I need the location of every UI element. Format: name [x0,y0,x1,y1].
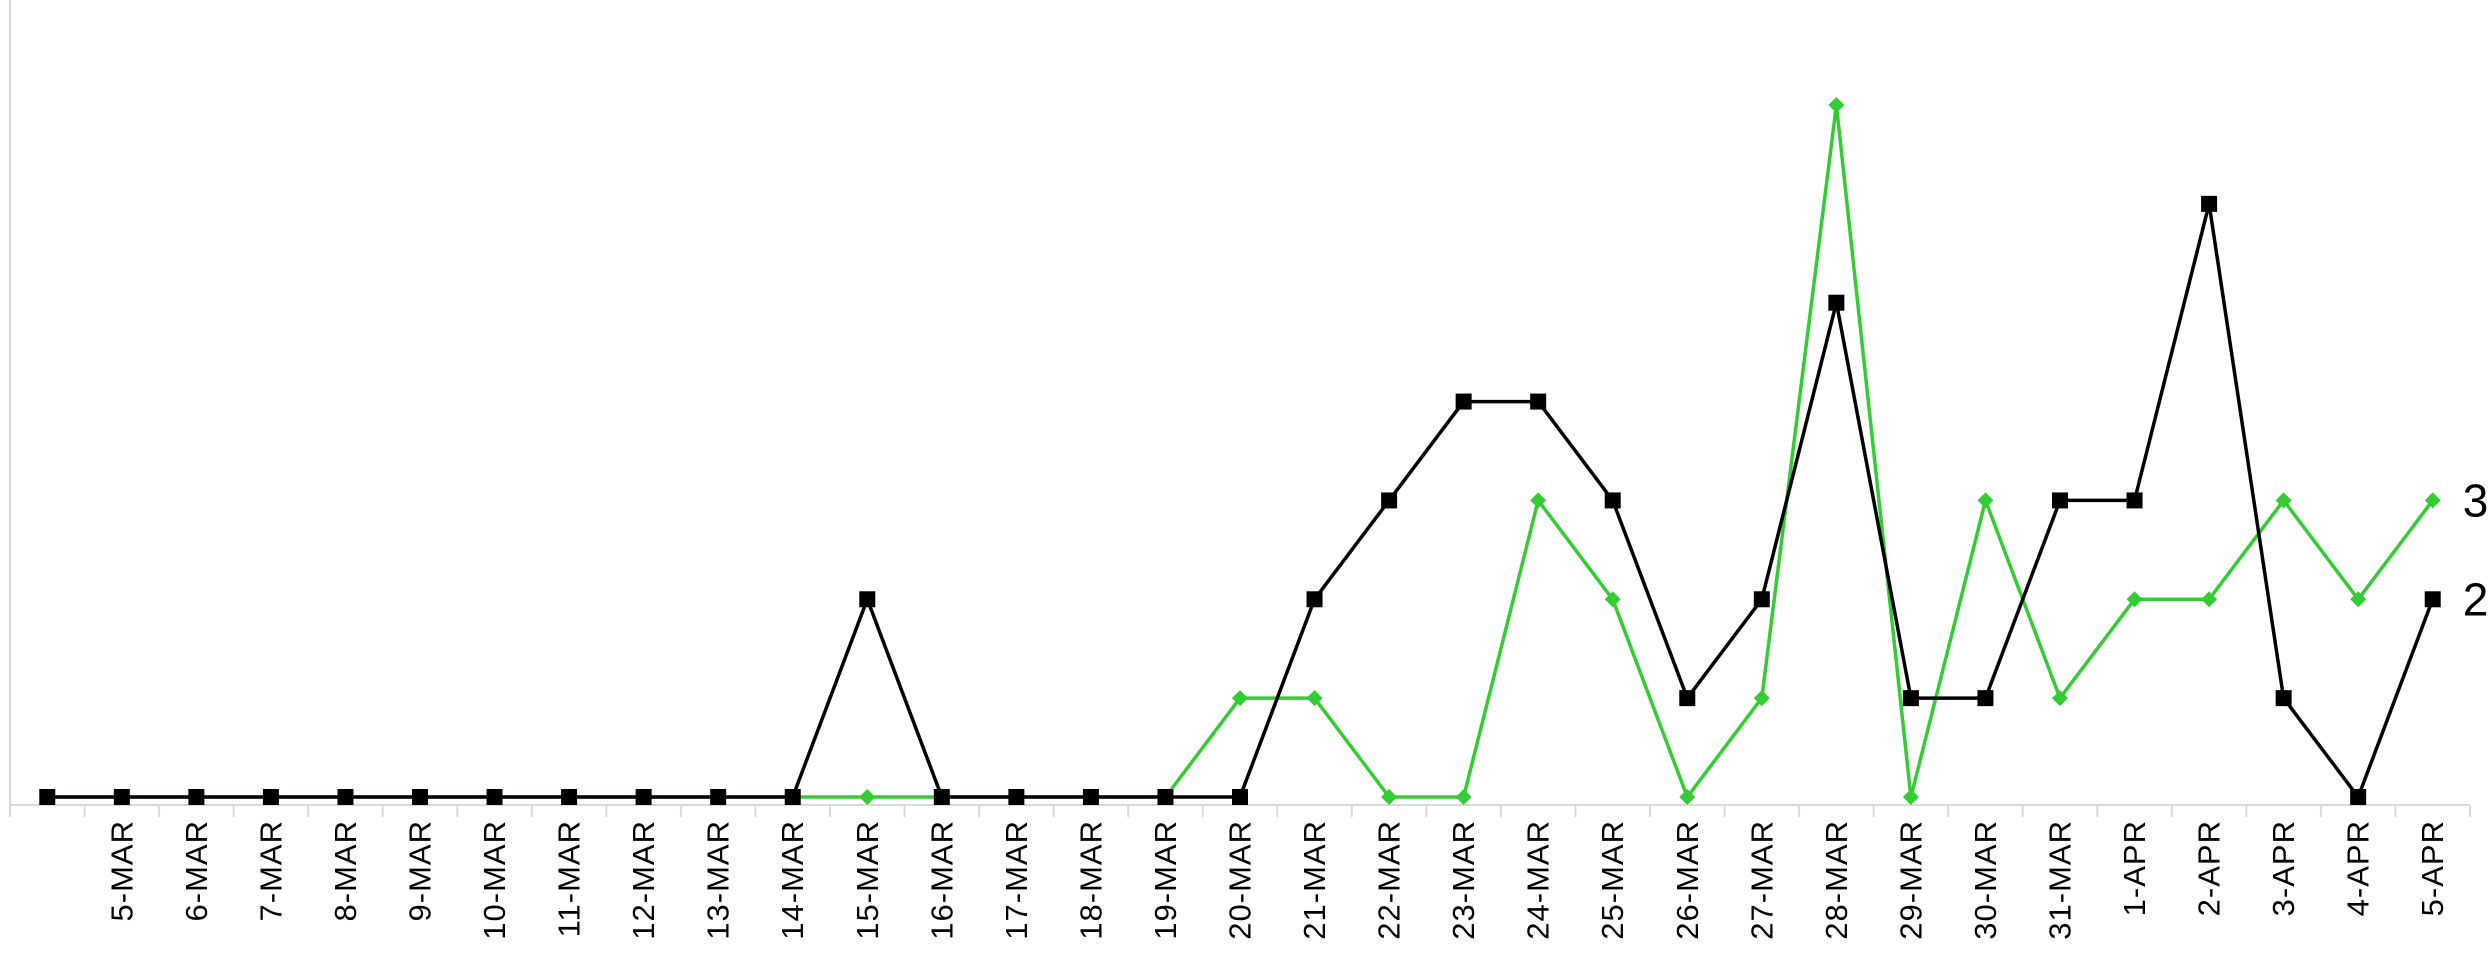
square-marker [635,789,652,805]
square-marker [39,789,56,805]
diamond-marker [2424,492,2441,509]
x-tick-label: 9-MAR [403,820,438,921]
diamond-marker [1902,789,1919,805]
square-marker [710,789,727,805]
diamond-marker [1455,789,1472,805]
series-1 [39,97,2441,805]
x-tick-label: 23-MAR [1446,820,1481,940]
square-marker [1828,294,1845,311]
x-tick-label: 27-MAR [1744,820,1779,940]
diamond-marker [1530,492,1547,509]
diamond-marker [1381,789,1398,805]
x-tick-label: 30-MAR [1968,820,2003,940]
x-tick-label: 17-MAR [999,820,1034,940]
x-tick-label: 7-MAR [253,820,288,921]
x-tick-label: 22-MAR [1372,820,1407,940]
x-tick-label: 16-MAR [924,820,959,940]
x-tick-label: 1-APR [2117,820,2152,916]
x-tick-label: 31-MAR [2043,820,2078,940]
square-marker [1455,393,1472,410]
square-marker [113,789,130,805]
square-marker [784,789,801,805]
square-marker [188,789,205,805]
diamond-marker [1604,591,1621,608]
square-marker [859,591,876,608]
diamond-marker [1977,492,1994,509]
x-tick-label: 11-MAR [552,820,587,937]
series-layer [39,97,2441,805]
square-marker [1902,690,1919,707]
square-marker [1232,789,1248,805]
square-marker [262,789,279,805]
series-end-label: 2 [2463,573,2489,625]
x-tick-label: 26-MAR [1670,820,1705,940]
x-tick-label: 12-MAR [626,820,661,940]
x-tick-label: 29-MAR [1893,820,1928,940]
x-tick-label: 25-MAR [1595,820,1630,940]
series-2 [39,195,2441,805]
square-marker [2201,195,2218,212]
square-marker [1530,393,1547,410]
x-tick-label: 21-MAR [1297,820,1332,940]
diamond-marker [859,789,876,805]
diamond-marker [2052,690,2068,707]
square-marker [1679,690,1696,707]
x-tick-label: 24-MAR [1521,820,1556,940]
square-marker [412,789,428,805]
series-end-labels: 32 [2463,474,2489,625]
square-marker [1008,789,1025,805]
x-tick-label: 15-MAR [850,820,885,940]
diamond-marker [2201,591,2218,608]
diamond-marker [2350,591,2367,608]
x-tick-label: 3-APR [2266,820,2301,916]
diamond-marker [1828,97,1845,113]
x-tick-label: 13-MAR [701,820,736,940]
x-tick-label: 19-MAR [1148,820,1183,940]
square-marker [2424,591,2441,608]
x-tick-label: 5-MAR [104,820,139,921]
square-marker [1604,492,1621,509]
series-end-label: 3 [2463,474,2489,526]
diamond-marker [1753,690,1770,707]
square-marker [933,789,950,805]
square-marker [1306,591,1323,608]
diamond-marker [1306,690,1323,707]
square-marker [1381,492,1398,509]
square-marker [2350,789,2367,805]
x-tick-label: 4-APR [2341,820,2376,916]
square-marker [2052,492,2068,509]
x-tick-label: 28-MAR [1819,820,1854,940]
x-axis-tick-labels: 5-MAR 6-MAR 7-MAR 8-MAR 9-MAR 10-MAR 11-MAR 12-… [104,820,2450,940]
square-marker [337,789,354,805]
x-axis-ticks [9,805,2471,817]
diamond-marker [1232,690,1248,707]
series-line [47,202,2435,799]
square-marker [1082,789,1099,805]
square-marker [1157,789,1174,805]
x-tick-label: 10-MAR [477,820,512,940]
diamond-marker [1679,789,1696,805]
square-marker [2275,690,2292,707]
x-tick-label: 5-APR [2415,820,2450,916]
x-tick-label: 6-MAR [179,820,214,921]
x-tick-label: 20-MAR [1223,820,1258,940]
x-tick-label: 8-MAR [328,820,363,921]
x-tick-label: 18-MAR [1073,820,1108,940]
diamond-marker [2126,591,2143,608]
square-marker [486,789,503,805]
square-marker [561,789,578,805]
x-tick-label: 14-MAR [775,820,810,940]
square-marker [1753,591,1770,608]
x-tick-label: 2-APR [2192,820,2227,916]
square-marker [1977,690,1994,707]
square-marker [2126,492,2143,509]
diamond-marker [2275,492,2292,509]
